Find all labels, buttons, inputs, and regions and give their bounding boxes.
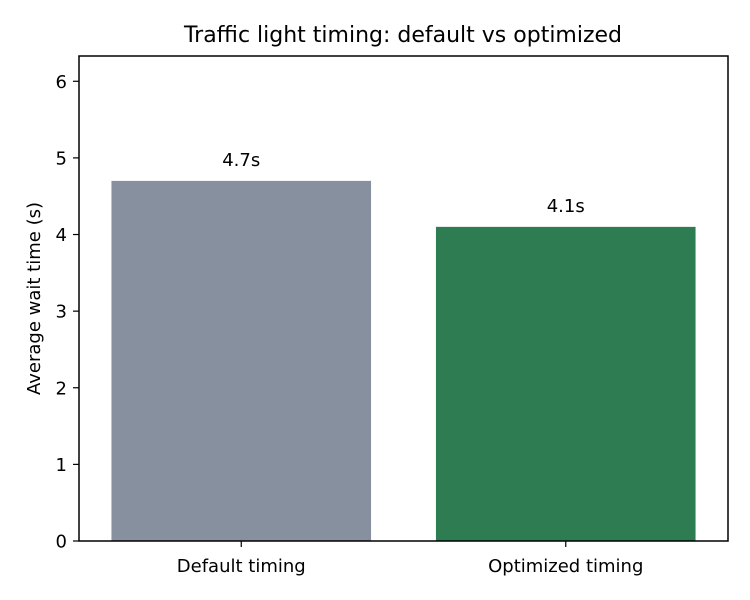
- x-tick-label-1: Optimized timing: [488, 556, 643, 577]
- chart-title: Traffic light timing: default vs optimiz…: [183, 23, 622, 48]
- bar-1: [435, 226, 696, 542]
- y-tick-label-6: 6: [56, 72, 67, 93]
- y-tick-label-0: 0: [56, 532, 67, 553]
- data-labels-group: 4.7s 4.1s: [222, 150, 585, 217]
- y-tick-label-5: 5: [56, 148, 67, 169]
- y-tick-label-4: 4: [56, 225, 67, 246]
- y-tick-label-3: 3: [56, 302, 67, 323]
- data-label-0: 4.7s: [222, 150, 260, 171]
- x-tick-label-0: Default timing: [177, 556, 306, 577]
- plot-frame: [78, 55, 729, 542]
- bars-group: [111, 180, 696, 542]
- x-axis: Default timing Optimized timing: [177, 541, 643, 577]
- bar-0: [111, 180, 372, 541]
- y-tick-label-2: 2: [56, 378, 67, 399]
- y-tick-label-1: 1: [56, 455, 67, 476]
- y-axis: 0 1 2 3 4 5 6: [56, 72, 79, 553]
- data-label-1: 4.1s: [547, 196, 585, 217]
- y-axis-label: Average wait time (s): [24, 202, 45, 395]
